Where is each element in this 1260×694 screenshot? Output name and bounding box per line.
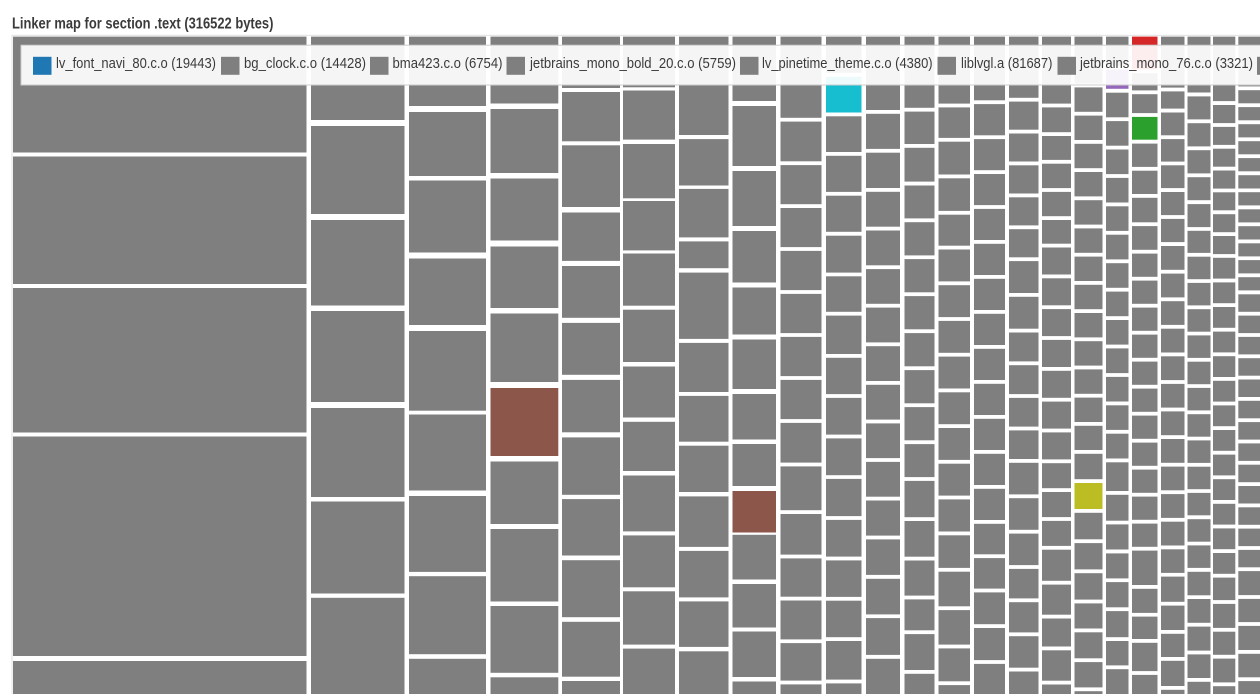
svg-text:bma423.c.o (6754): bma423.c.o (6754)	[393, 55, 503, 72]
svg-text:jetbrains_mono_76.c.o (3321): jetbrains_mono_76.c.o (3321)	[1079, 55, 1253, 72]
svg-text:jetbrains_mono_bold_20.c.o (57: jetbrains_mono_bold_20.c.o (5759)	[529, 55, 736, 72]
svg-text:bg_clock.c.o (14428): bg_clock.c.o (14428)	[244, 55, 366, 72]
svg-text:liblvgl.a (81687): liblvgl.a (81687)	[961, 55, 1052, 72]
svg-text:lv_font_navi_80.c.o (19443): lv_font_navi_80.c.o (19443)	[56, 55, 216, 72]
svg-text:Linker map for section .text (: Linker map for section .text (316522 byt…	[12, 16, 273, 33]
svg-text:lv_pinetime_theme.c.o (4380): lv_pinetime_theme.c.o (4380)	[762, 55, 933, 72]
